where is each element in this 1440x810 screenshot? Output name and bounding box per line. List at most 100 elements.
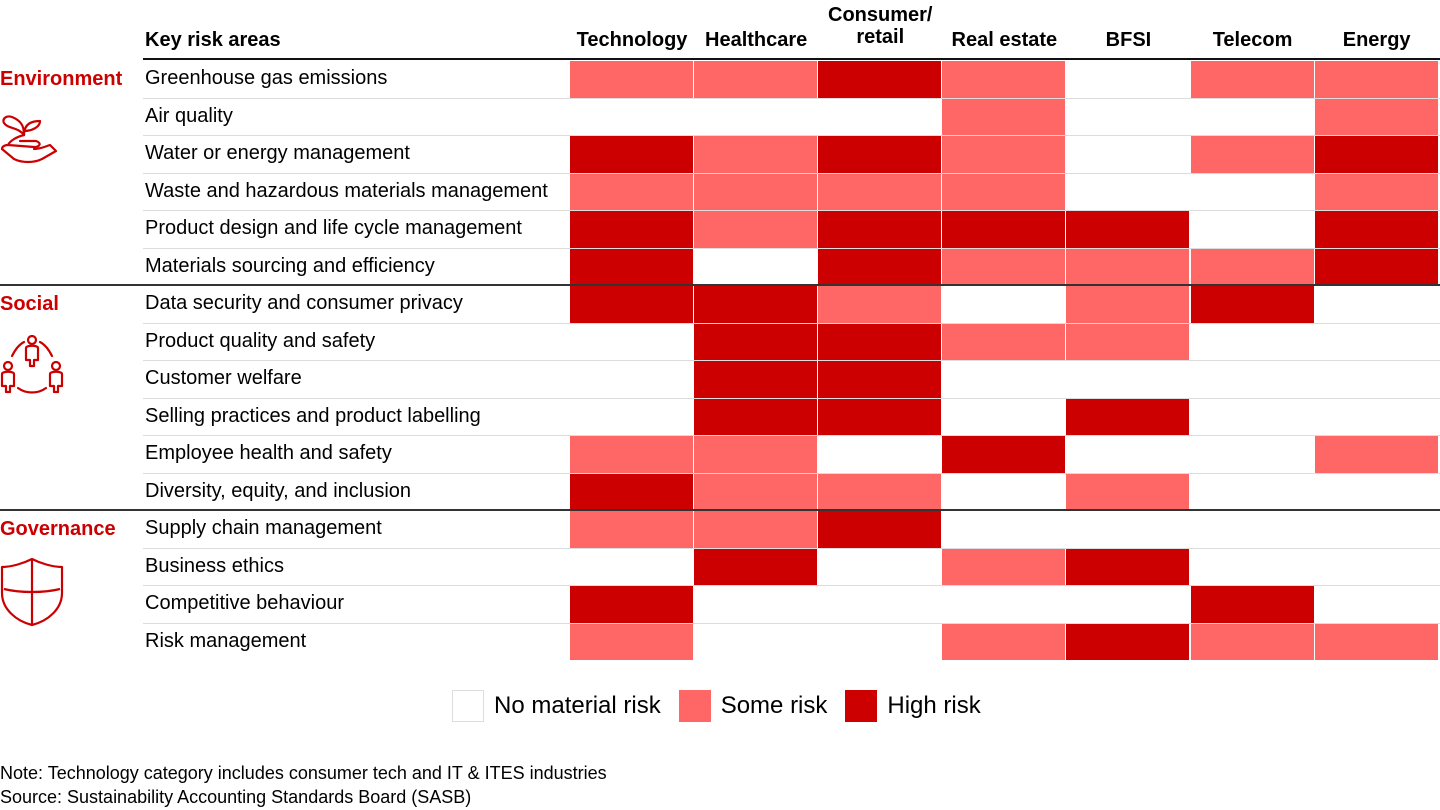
row-separator	[143, 360, 1440, 361]
heatmap-cell	[1314, 436, 1438, 473]
heatmap-cell	[1066, 436, 1190, 473]
heatmap-cell	[1190, 98, 1314, 135]
legend-swatch-none	[452, 690, 484, 722]
heatmap-cell	[1190, 136, 1314, 173]
heatmap-cell	[942, 436, 1066, 473]
heatmap-cell	[1314, 248, 1438, 285]
row-label: Air quality	[145, 104, 233, 127]
heatmap-cell	[694, 548, 818, 585]
column-header-line: Energy	[1342, 29, 1411, 51]
row-label: Waste and hazardous materials management	[145, 179, 548, 202]
column-header: Energy	[1309, 29, 1440, 51]
heatmap-cell	[942, 211, 1066, 248]
heatmap-cell	[694, 286, 818, 323]
heatmap-cell	[1066, 398, 1190, 435]
group-label-social: Social	[0, 293, 59, 315]
heatmap-cell	[1190, 211, 1314, 248]
heatmap-cell	[570, 98, 694, 135]
heatmap-cell	[1190, 548, 1314, 585]
heatmap-cell	[1190, 473, 1314, 510]
column-header: Telecom	[1185, 29, 1321, 51]
heatmap-cell	[694, 136, 818, 173]
heatmap-cell	[1314, 511, 1438, 548]
row-label: Diversity, equity, and inclusion	[145, 479, 412, 502]
row-label: Customer welfare	[145, 367, 302, 389]
row-separator	[143, 135, 1440, 136]
heatmap-cell	[1190, 323, 1314, 360]
heatmap-cell	[694, 398, 818, 435]
heatmap-cell	[818, 436, 942, 473]
heatmap-cell	[570, 548, 694, 585]
row-label: Water or energy management	[145, 142, 410, 164]
heatmap-cell	[818, 398, 942, 435]
heatmap-cell	[1190, 623, 1314, 660]
heatmap-cell	[694, 623, 818, 660]
heatmap-cell	[1314, 361, 1438, 398]
column-header: Real estate	[936, 29, 1072, 51]
heatmap-cell	[570, 173, 694, 210]
row-separator	[143, 435, 1440, 436]
row-label: Competitive behaviour	[145, 592, 344, 614]
group-label-environment: Environment	[0, 68, 123, 90]
heatmap-cell	[1190, 511, 1314, 548]
heatmap-cell	[1066, 248, 1190, 285]
heatmap-cell	[570, 473, 694, 510]
heatmap-cell	[694, 173, 818, 210]
heatmap-cell	[818, 361, 942, 398]
heatmap-cell	[1190, 173, 1314, 210]
heatmap-cell	[570, 248, 694, 285]
row-separator	[143, 585, 1440, 586]
plant-in-hand-icon	[0, 105, 64, 174]
heatmap-cell	[1190, 286, 1314, 323]
heatmap-cell	[942, 173, 1066, 210]
heatmap-cell	[694, 248, 818, 285]
heatmap-cell	[570, 623, 694, 660]
row-separator	[143, 172, 1440, 174]
heatmap-cell	[942, 98, 1066, 135]
row-label: Selling practices and product labelling	[145, 404, 481, 427]
heatmap-cell	[1314, 548, 1438, 585]
row-label: Product design and life cycle management	[145, 217, 522, 239]
row-separator	[143, 472, 1440, 474]
heatmap-cell	[1066, 61, 1190, 98]
heatmap-cell	[570, 286, 694, 323]
heatmap-cell	[694, 586, 818, 623]
heatmap-cell	[694, 473, 818, 510]
heatmap-cell	[570, 61, 694, 98]
heatmap-cell	[818, 248, 942, 285]
row-label: Greenhouse gas emissions	[145, 67, 388, 89]
legend-label-some: Some risk	[720, 692, 828, 719]
heatmap-cell	[1314, 473, 1438, 510]
row-separator	[143, 547, 1440, 549]
heatmap-cell	[694, 98, 818, 135]
heatmap-cell	[1066, 323, 1190, 360]
heatmap-cell	[1190, 61, 1314, 98]
heatmap-cell	[1314, 398, 1438, 435]
heatmap-cell	[570, 211, 694, 248]
heatmap-cell	[570, 586, 694, 623]
heatmap-cell	[1066, 98, 1190, 135]
heatmap-cell	[570, 361, 694, 398]
heatmap-cell	[942, 136, 1066, 173]
heatmap-cell	[942, 286, 1066, 323]
heatmap-cell	[1066, 511, 1190, 548]
heatmap-cell	[1190, 248, 1314, 285]
heatmap-cell	[1066, 548, 1190, 585]
heatmap-cell	[1066, 173, 1190, 210]
heatmap-cell	[1314, 61, 1438, 98]
heatmap-cell	[1314, 211, 1438, 248]
heatmap-cell	[942, 548, 1066, 585]
row-separator	[143, 322, 1440, 324]
heatmap-cell	[942, 323, 1066, 360]
heatmap-cell	[942, 473, 1066, 510]
heatmap-cell	[694, 361, 818, 398]
heatmap-cell	[1066, 136, 1190, 173]
column-header-line: Telecom	[1212, 29, 1293, 51]
heatmap-cell	[1314, 98, 1438, 135]
group-separator	[0, 509, 1440, 511]
row-separator	[143, 397, 1440, 399]
row-label: Data security and consumer privacy	[145, 292, 463, 314]
row-separator	[143, 97, 1440, 99]
heatmap-cell	[942, 398, 1066, 435]
heatmap-cell	[1190, 398, 1314, 435]
